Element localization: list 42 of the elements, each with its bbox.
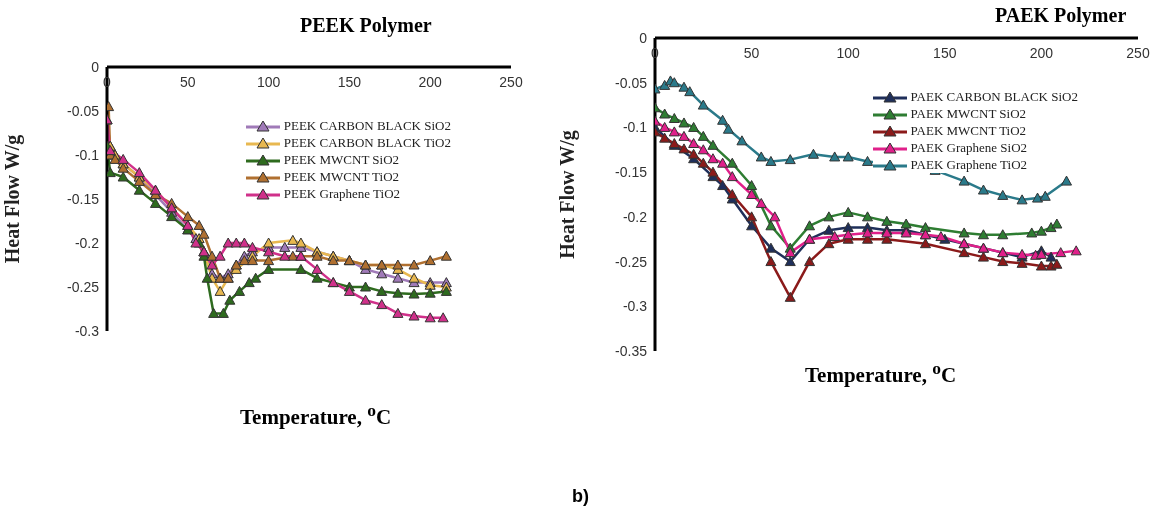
legend-label: PAEK MWCNT TiO2 (910, 122, 1027, 139)
legend-label: PAEK Graphene SiO2 (910, 139, 1028, 156)
legend-label: PAEK MWCNT SiO2 (910, 105, 1027, 122)
y-tick-label: -0.15 (67, 190, 100, 207)
legend-label: PAEK Graphene TiO2 (910, 156, 1028, 173)
y-tick-label: -0.05 (67, 102, 100, 119)
x-tick-label: 100 (836, 45, 861, 61)
x-tick-label: 150 (337, 74, 362, 90)
y-tick-label: -0.05 (615, 74, 648, 91)
y-tick-label: -0.1 (622, 119, 648, 136)
legend-label: PEEK CARBON BLACK SiO2 (283, 117, 451, 134)
chart-title: PAEK Polymer (995, 4, 1127, 27)
y-tick-label: -0.3 (74, 322, 100, 339)
chart-title: PEEK Polymer (300, 14, 432, 37)
legend-label: PEEK CARBON BLACK TiO2 (283, 134, 451, 151)
x-tick-label: 100 (256, 74, 281, 90)
x-tick-label: 150 (933, 45, 957, 61)
x-tick-label: 250 (1126, 45, 1150, 61)
text: b) (572, 486, 589, 507)
x-tick-label: 50 (743, 45, 760, 61)
y-tick-label: -0.25 (615, 253, 648, 270)
y-tick-label: -0.15 (615, 164, 648, 181)
x-tick-label: 200 (1029, 45, 1054, 61)
y-tick-label: -0.2 (74, 234, 100, 251)
legend-label: PEEK Graphene TiO2 (283, 185, 401, 202)
y-tick-label: -0.35 (615, 342, 648, 359)
y-tick-label: 0 (91, 58, 100, 75)
x-tick-label: 50 (180, 74, 196, 90)
legend-label: PEEK MWCNT SiO2 (283, 151, 400, 168)
legend-label: PEEK MWCNT TiO2 (283, 168, 400, 185)
y-axis-title: Heat Flow W/g (1, 134, 25, 264)
y-tick-label: -0.2 (622, 208, 648, 225)
y-tick-label: -0.1 (74, 146, 100, 163)
x-axis-title: Temperature, $^{o}$C (240, 400, 392, 430)
y-tick-label: 0 (639, 29, 648, 46)
y-tick-label: -0.25 (67, 278, 100, 295)
y-axis-title: Heat Flow W/g (556, 130, 580, 259)
legend-label: PAEK CARBON BLACK SiO2 (910, 88, 1078, 105)
x-axis-title: Temperature, $^{o}$C (805, 358, 957, 388)
x-tick-label: 200 (418, 74, 443, 90)
x-tick-label: 250 (499, 74, 523, 90)
y-tick-label: -0.3 (622, 298, 648, 315)
